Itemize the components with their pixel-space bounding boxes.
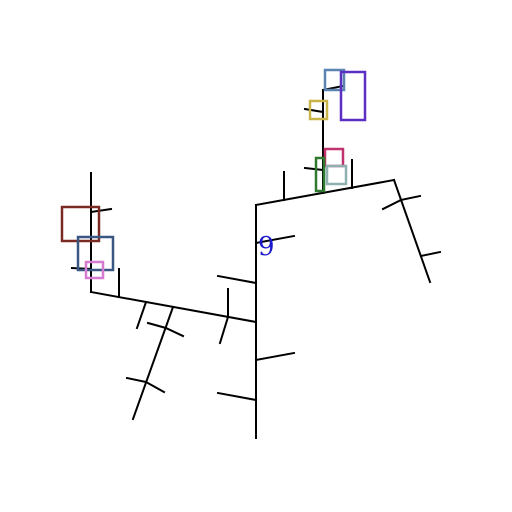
- highlight-boxes: [60, 68, 367, 280]
- atom-label: 9: [258, 232, 275, 262]
- highlight-box-violet: [339, 70, 367, 122]
- highlight-box-steelblue: [323, 68, 346, 92]
- highlight-box-green: [314, 156, 326, 193]
- bond-lines: [70, 84, 442, 439]
- highlight-box-gold: [308, 99, 329, 121]
- highlight-box-magenta: [323, 147, 345, 168]
- highlight-box-pink: [84, 260, 105, 280]
- highlight-box-navy: [76, 235, 115, 272]
- highlight-box-grey: [325, 164, 348, 186]
- highlight-box-brown: [60, 205, 101, 243]
